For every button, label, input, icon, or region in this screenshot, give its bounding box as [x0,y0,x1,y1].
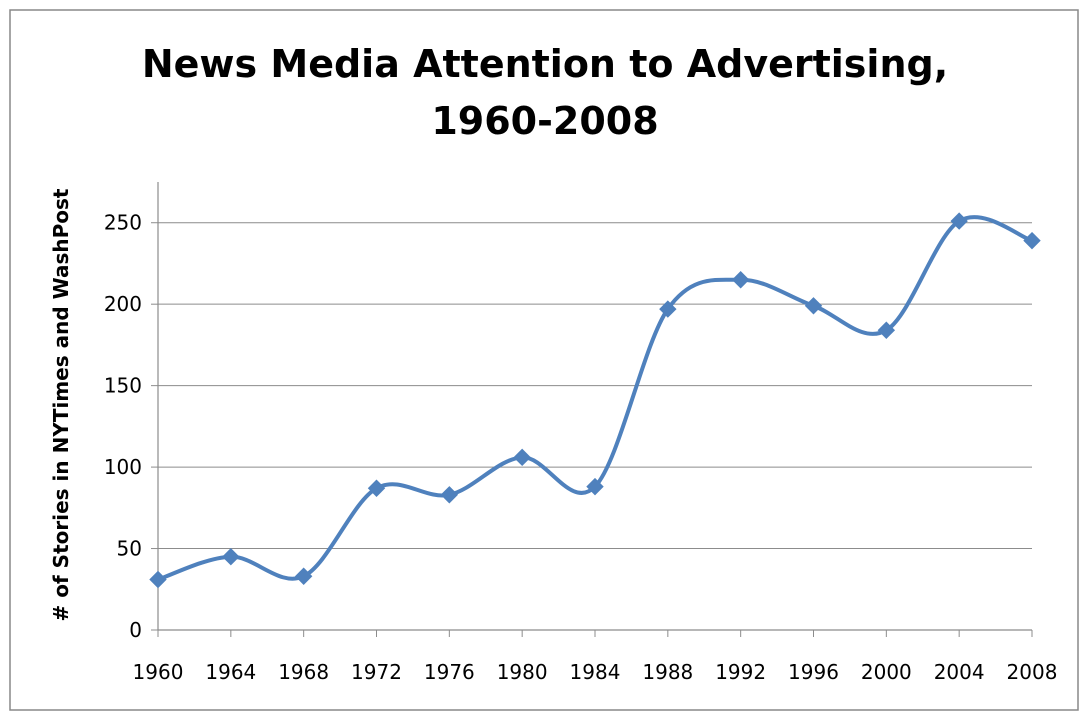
data-point-1992 [731,271,750,289]
data-point-1968 [294,567,313,585]
data-point-1960 [149,570,167,589]
chart-frame [9,9,1079,711]
x-tick-label: 2000 [861,660,912,684]
y-tick-labels: 0 50 100 150 200 250 [104,211,142,642]
y-axis-label: # of Stories in NYTimes and WashPost [49,188,73,621]
x-tick-label: 1964 [205,660,256,684]
y-tick-label: 0 [129,618,142,642]
axes [151,182,1033,637]
data-point-2008 [1023,231,1041,250]
x-tick-label: 1972 [351,660,402,684]
x-tick-label: 1984 [570,660,621,684]
series-layer [149,212,1041,589]
x-tick-label: 1968 [278,660,329,684]
y-tick-label: 150 [104,374,142,398]
data-point-1988 [659,300,677,318]
x-tick-label: 1960 [133,660,184,684]
x-tick-label: 1996 [788,660,839,684]
y-tick-label: 250 [104,211,142,235]
gridlines [158,222,1032,550]
x-tick-labels: 1960 1964 1968 1972 1976 1980 1984 1988 1992 1996… [133,660,1058,684]
chart-title-line-1: News Media Attention to Advertising, [142,42,948,86]
x-tick-label: 1980 [497,660,548,684]
data-point-1980 [513,448,531,467]
data-point-2000 [877,321,896,339]
data-point-1972 [367,479,386,497]
x-tick-label: 2008 [1007,660,1058,684]
data-point-1996 [804,297,823,315]
x-tick-label: 2004 [934,660,985,684]
data-point-1976 [440,486,459,504]
data-point-1964 [222,547,240,566]
x-tick-label: 1988 [642,660,693,684]
y-tick-label: 200 [104,292,142,316]
chart-title-line-2: 1960-2008 [431,99,658,143]
y-tick-label: 50 [117,537,142,561]
data-point-2004 [950,212,968,230]
x-tick-label: 1976 [424,660,475,684]
x-tick-label: 1992 [715,660,766,684]
y-tick-label: 100 [104,455,142,479]
data-point-1984 [586,477,604,496]
